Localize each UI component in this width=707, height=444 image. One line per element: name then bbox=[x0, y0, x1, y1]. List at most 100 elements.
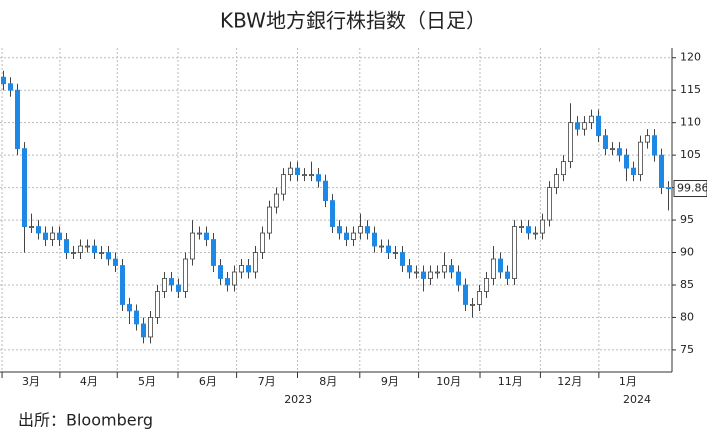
candle-body bbox=[14, 89, 20, 150]
candle-body bbox=[350, 232, 356, 240]
candle-body bbox=[28, 226, 34, 228]
x-tick-label: 4月 bbox=[80, 375, 98, 388]
candle-body bbox=[266, 206, 272, 234]
candle-body bbox=[357, 226, 363, 234]
candle-body bbox=[589, 115, 595, 124]
candle-body bbox=[504, 271, 510, 279]
candle-body bbox=[273, 193, 279, 208]
candle-body bbox=[7, 83, 13, 91]
candle-body bbox=[161, 278, 167, 292]
candle-body bbox=[561, 161, 567, 176]
x-tick-label: 1月 bbox=[619, 375, 637, 388]
y-tick-label: 120 bbox=[680, 51, 701, 64]
candle-body bbox=[43, 232, 49, 240]
candle-body bbox=[21, 148, 27, 227]
candle-body bbox=[280, 174, 286, 195]
y-tick-label: 110 bbox=[680, 116, 701, 129]
y-tick-label: 75 bbox=[680, 343, 694, 356]
candle-body bbox=[462, 284, 468, 305]
x-tick-label: 12月 bbox=[557, 375, 582, 388]
y-tick-label: 105 bbox=[680, 148, 701, 161]
candle-body bbox=[624, 154, 630, 169]
candle-body bbox=[617, 148, 623, 156]
candle-body bbox=[231, 271, 237, 286]
candle-body bbox=[392, 252, 398, 254]
candle-body bbox=[596, 115, 602, 137]
candle-body bbox=[575, 122, 581, 130]
candle-body bbox=[224, 278, 230, 286]
y-tick-label: 115 bbox=[680, 83, 701, 96]
candle-body bbox=[301, 174, 307, 177]
candle-body bbox=[154, 291, 160, 318]
candle-body bbox=[140, 323, 146, 338]
candle-body bbox=[36, 226, 42, 234]
candle-body bbox=[308, 174, 314, 177]
candle-body bbox=[371, 232, 377, 247]
candle-body bbox=[210, 239, 216, 266]
candle-body bbox=[252, 252, 258, 273]
candle-body bbox=[540, 219, 546, 234]
candle-body bbox=[406, 265, 412, 273]
candle-body bbox=[448, 265, 454, 273]
candle-body bbox=[259, 232, 265, 253]
candle-body bbox=[469, 304, 475, 306]
candle-body bbox=[659, 154, 665, 188]
x-tick-label: 3月 bbox=[22, 375, 40, 388]
last-value-box bbox=[673, 180, 707, 198]
candle-body bbox=[196, 232, 202, 235]
candle-body bbox=[92, 245, 98, 253]
candle-body bbox=[99, 252, 105, 254]
candle-body bbox=[245, 265, 251, 273]
candle-body bbox=[568, 122, 574, 163]
candle-body bbox=[497, 258, 503, 273]
candle-body bbox=[78, 245, 84, 253]
y-tick-label: 80 bbox=[680, 310, 694, 323]
y-tick-label: 90 bbox=[680, 246, 694, 259]
candle-body bbox=[490, 258, 496, 279]
candle-body bbox=[526, 226, 532, 234]
candle-body bbox=[603, 135, 609, 150]
candle-body bbox=[120, 265, 126, 305]
candle-body bbox=[133, 310, 139, 325]
candle-body bbox=[441, 265, 447, 273]
chart-title: KBW地方銀行株指数（日足） bbox=[220, 9, 486, 33]
candle-body bbox=[434, 271, 440, 274]
candle-body bbox=[666, 187, 672, 189]
candle-body bbox=[182, 258, 188, 292]
x-tick-label: 5月 bbox=[138, 375, 156, 388]
candle-body bbox=[113, 258, 119, 266]
candle-body bbox=[638, 141, 644, 176]
candle-body bbox=[343, 232, 349, 240]
x-tick-label: 11月 bbox=[498, 375, 523, 388]
last-value-label: 99.86 bbox=[677, 182, 707, 195]
candle-body bbox=[364, 226, 370, 234]
candle-body bbox=[455, 271, 461, 286]
candle-body bbox=[147, 317, 153, 338]
candle-body bbox=[175, 284, 181, 292]
candle-body bbox=[645, 135, 651, 143]
candle-body bbox=[483, 278, 489, 292]
x-tick-label: 7月 bbox=[258, 375, 276, 388]
candle-body bbox=[519, 226, 525, 228]
candle-body bbox=[385, 245, 391, 253]
candle-body bbox=[238, 265, 244, 273]
year-label: 2023 bbox=[284, 393, 312, 406]
source: 出所：Bloomberg bbox=[18, 411, 153, 430]
candle-body bbox=[476, 291, 482, 305]
candle-body bbox=[512, 226, 518, 279]
candle-body bbox=[652, 135, 658, 156]
candle-body bbox=[0, 76, 6, 85]
x-tick-label: 9月 bbox=[381, 375, 399, 388]
candle-body bbox=[399, 252, 405, 266]
candle-body bbox=[294, 167, 300, 176]
candle-body bbox=[85, 245, 91, 248]
candle-body bbox=[427, 271, 433, 279]
candle-body bbox=[631, 167, 637, 176]
candle-body bbox=[217, 265, 223, 279]
candle-body bbox=[203, 232, 209, 240]
candle-body bbox=[57, 232, 63, 240]
candle-body bbox=[127, 304, 133, 312]
x-tick-label: 8月 bbox=[319, 375, 337, 388]
candle-body bbox=[329, 200, 335, 227]
